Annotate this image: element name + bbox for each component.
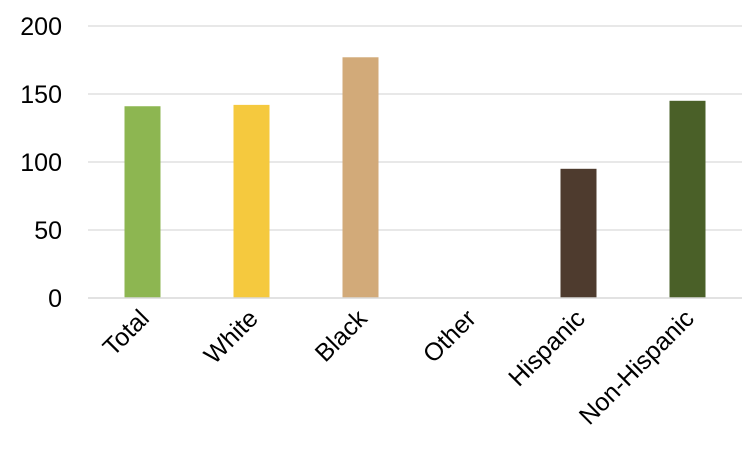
bar-total — [124, 106, 161, 299]
y-tick-label: 0 — [48, 285, 62, 313]
y-tick-label: 100 — [20, 149, 62, 177]
x-category-label: Other — [418, 304, 482, 368]
gridlines — [88, 25, 742, 231]
x-category-label: Non-Hispanic — [574, 304, 700, 430]
bar-hispanic — [560, 168, 597, 298]
bar-white — [233, 104, 270, 298]
x-category-label: Black — [310, 304, 373, 367]
x-category-label: White — [199, 304, 264, 369]
x-category-label: Total — [98, 304, 155, 361]
y-tick-label: 150 — [20, 81, 62, 109]
bars — [124, 57, 706, 299]
y-tick-label: 200 — [20, 13, 62, 41]
y-axis-ticks: 0 50 100 150 200 — [20, 13, 62, 313]
bar-non-hispanic — [669, 100, 706, 298]
bar-black — [342, 57, 379, 298]
x-category-label: Hispanic — [503, 304, 591, 392]
y-tick-label: 50 — [34, 217, 62, 245]
